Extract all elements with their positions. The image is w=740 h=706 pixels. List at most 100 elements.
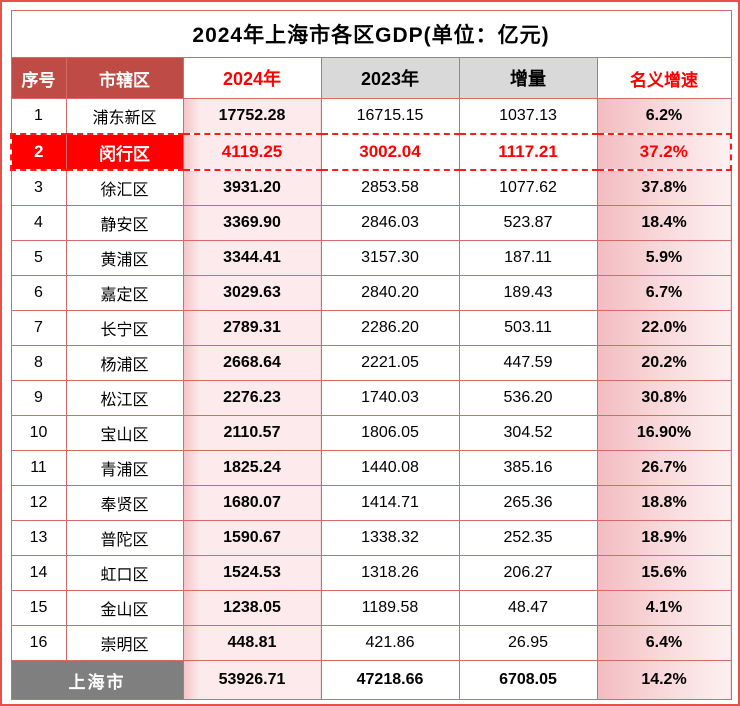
cell-gdp2024: 3344.41 <box>182 240 322 276</box>
cell-rank: 7 <box>10 310 67 346</box>
table-row-highlighted: 2 闵行区 4119.25 3002.04 1117.21 37.2% <box>10 133 732 171</box>
cell-gdp2023: 1414.71 <box>320 485 460 521</box>
cell-district: 虹口区 <box>65 555 184 591</box>
cell-gdp2024: 448.81 <box>182 625 322 661</box>
cell-growth: 22.0% <box>596 310 732 346</box>
cell-growth: 30.8% <box>596 380 732 416</box>
cell-gdp2023: 2286.20 <box>320 310 460 346</box>
cell-growth: 15.6% <box>596 555 732 591</box>
cell-gdp2024: 1524.53 <box>182 555 322 591</box>
cell-delta: 1037.13 <box>458 98 598 135</box>
cell-growth: 37.2% <box>596 133 732 171</box>
cell-district: 嘉定区 <box>65 275 184 311</box>
cell-gdp2023: 2840.20 <box>320 275 460 311</box>
cell-district: 金山区 <box>65 590 184 626</box>
table-row: 1 浦东新区 17752.28 16715.15 1037.13 6.2% <box>10 98 732 135</box>
cell-delta: 523.87 <box>458 205 598 241</box>
cell-gdp2023: 1740.03 <box>320 380 460 416</box>
cell-district: 静安区 <box>65 205 184 241</box>
cell-gdp2023: 2853.58 <box>320 169 460 206</box>
table-row: 14 虹口区 1524.53 1318.26 206.27 15.6% <box>10 555 732 591</box>
cell-gdp2024: 2110.57 <box>182 415 322 451</box>
total-gdp2024: 53926.71 <box>182 660 322 700</box>
cell-rank: 12 <box>10 485 67 521</box>
cell-delta: 48.47 <box>458 590 598 626</box>
cell-district: 长宁区 <box>65 310 184 346</box>
cell-gdp2024: 2668.64 <box>182 345 322 381</box>
cell-gdp2023: 1318.26 <box>320 555 460 591</box>
cell-delta: 503.11 <box>458 310 598 346</box>
cell-growth: 37.8% <box>596 169 732 206</box>
gdp-table: 2024年上海市各区GDP(单位：亿元) 序号 市辖区 2024年 2023年 增量 名义… <box>10 10 732 700</box>
cell-gdp2024: 2789.31 <box>182 310 322 346</box>
cell-rank: 9 <box>10 380 67 416</box>
table-row: 13 普陀区 1590.67 1338.32 252.35 18.9% <box>10 520 732 556</box>
cell-gdp2024: 1238.05 <box>182 590 322 626</box>
table-row: 4 静安区 3369.90 2846.03 523.87 18.4% <box>10 205 732 241</box>
cell-delta: 536.20 <box>458 380 598 416</box>
cell-rank: 4 <box>10 205 67 241</box>
cell-gdp2024: 3029.63 <box>182 275 322 311</box>
table-row: 7 长宁区 2789.31 2286.20 503.11 22.0% <box>10 310 732 346</box>
cell-growth: 16.90% <box>596 415 732 451</box>
cell-district: 奉贤区 <box>65 485 184 521</box>
cell-rank: 11 <box>10 450 67 486</box>
cell-gdp2024: 1825.24 <box>182 450 322 486</box>
table-row: 16 崇明区 448.81 421.86 26.95 6.4% <box>10 625 732 661</box>
cell-district: 松江区 <box>65 380 184 416</box>
header-row: 序号 市辖区 2024年 2023年 增量 名义增速 <box>10 57 732 99</box>
table-row: 15 金山区 1238.05 1189.58 48.47 4.1% <box>10 590 732 626</box>
table-row: 5 黄浦区 3344.41 3157.30 187.11 5.9% <box>10 240 732 276</box>
cell-rank: 2 <box>10 133 67 171</box>
cell-gdp2024: 4119.25 <box>182 133 322 171</box>
cell-gdp2024: 3369.90 <box>182 205 322 241</box>
cell-district: 青浦区 <box>65 450 184 486</box>
table-row: 3 徐汇区 3931.20 2853.58 1077.62 37.8% <box>10 169 732 206</box>
cell-gdp2023: 1338.32 <box>320 520 460 556</box>
cell-district: 黄浦区 <box>65 240 184 276</box>
cell-delta: 447.59 <box>458 345 598 381</box>
total-growth: 14.2% <box>596 660 732 700</box>
cell-district: 普陀区 <box>65 520 184 556</box>
cell-growth: 18.4% <box>596 205 732 241</box>
cell-gdp2024: 2276.23 <box>182 380 322 416</box>
total-delta: 6708.05 <box>458 660 598 700</box>
column-header-gdp2024: 2024年 <box>182 57 322 99</box>
cell-growth: 6.4% <box>596 625 732 661</box>
table-row: 10 宝山区 2110.57 1806.05 304.52 16.90% <box>10 415 732 451</box>
cell-growth: 6.7% <box>596 275 732 311</box>
cell-growth: 4.1% <box>596 590 732 626</box>
cell-delta: 1117.21 <box>458 133 598 171</box>
cell-delta: 252.35 <box>458 520 598 556</box>
column-header-district: 市辖区 <box>65 57 184 99</box>
cell-gdp2023: 1806.05 <box>320 415 460 451</box>
cell-district: 杨浦区 <box>65 345 184 381</box>
cell-delta: 1077.62 <box>458 169 598 206</box>
cell-gdp2024: 1680.07 <box>182 485 322 521</box>
cell-rank: 8 <box>10 345 67 381</box>
cell-growth: 20.2% <box>596 345 732 381</box>
cell-gdp2023: 16715.15 <box>320 98 460 135</box>
cell-growth: 18.8% <box>596 485 732 521</box>
cell-rank: 10 <box>10 415 67 451</box>
cell-rank: 3 <box>10 169 67 206</box>
column-header-rank: 序号 <box>10 57 67 99</box>
cell-delta: 26.95 <box>458 625 598 661</box>
cell-rank: 13 <box>10 520 67 556</box>
cell-growth: 5.9% <box>596 240 732 276</box>
cell-gdp2024: 17752.28 <box>182 98 322 135</box>
table-row: 11 青浦区 1825.24 1440.08 385.16 26.7% <box>10 450 732 486</box>
table-row: 12 奉贤区 1680.07 1414.71 265.36 18.8% <box>10 485 732 521</box>
cell-delta: 187.11 <box>458 240 598 276</box>
cell-district: 崇明区 <box>65 625 184 661</box>
cell-district: 宝山区 <box>65 415 184 451</box>
cell-gdp2023: 2846.03 <box>320 205 460 241</box>
cell-growth: 6.2% <box>596 98 732 135</box>
table-row: 6 嘉定区 3029.63 2840.20 189.43 6.7% <box>10 275 732 311</box>
cell-district: 徐汇区 <box>65 169 184 206</box>
cell-gdp2023: 1189.58 <box>320 590 460 626</box>
column-header-delta: 增量 <box>458 57 598 99</box>
column-header-gdp2023: 2023年 <box>320 57 460 99</box>
cell-delta: 385.16 <box>458 450 598 486</box>
table-row: 8 杨浦区 2668.64 2221.05 447.59 20.2% <box>10 345 732 381</box>
